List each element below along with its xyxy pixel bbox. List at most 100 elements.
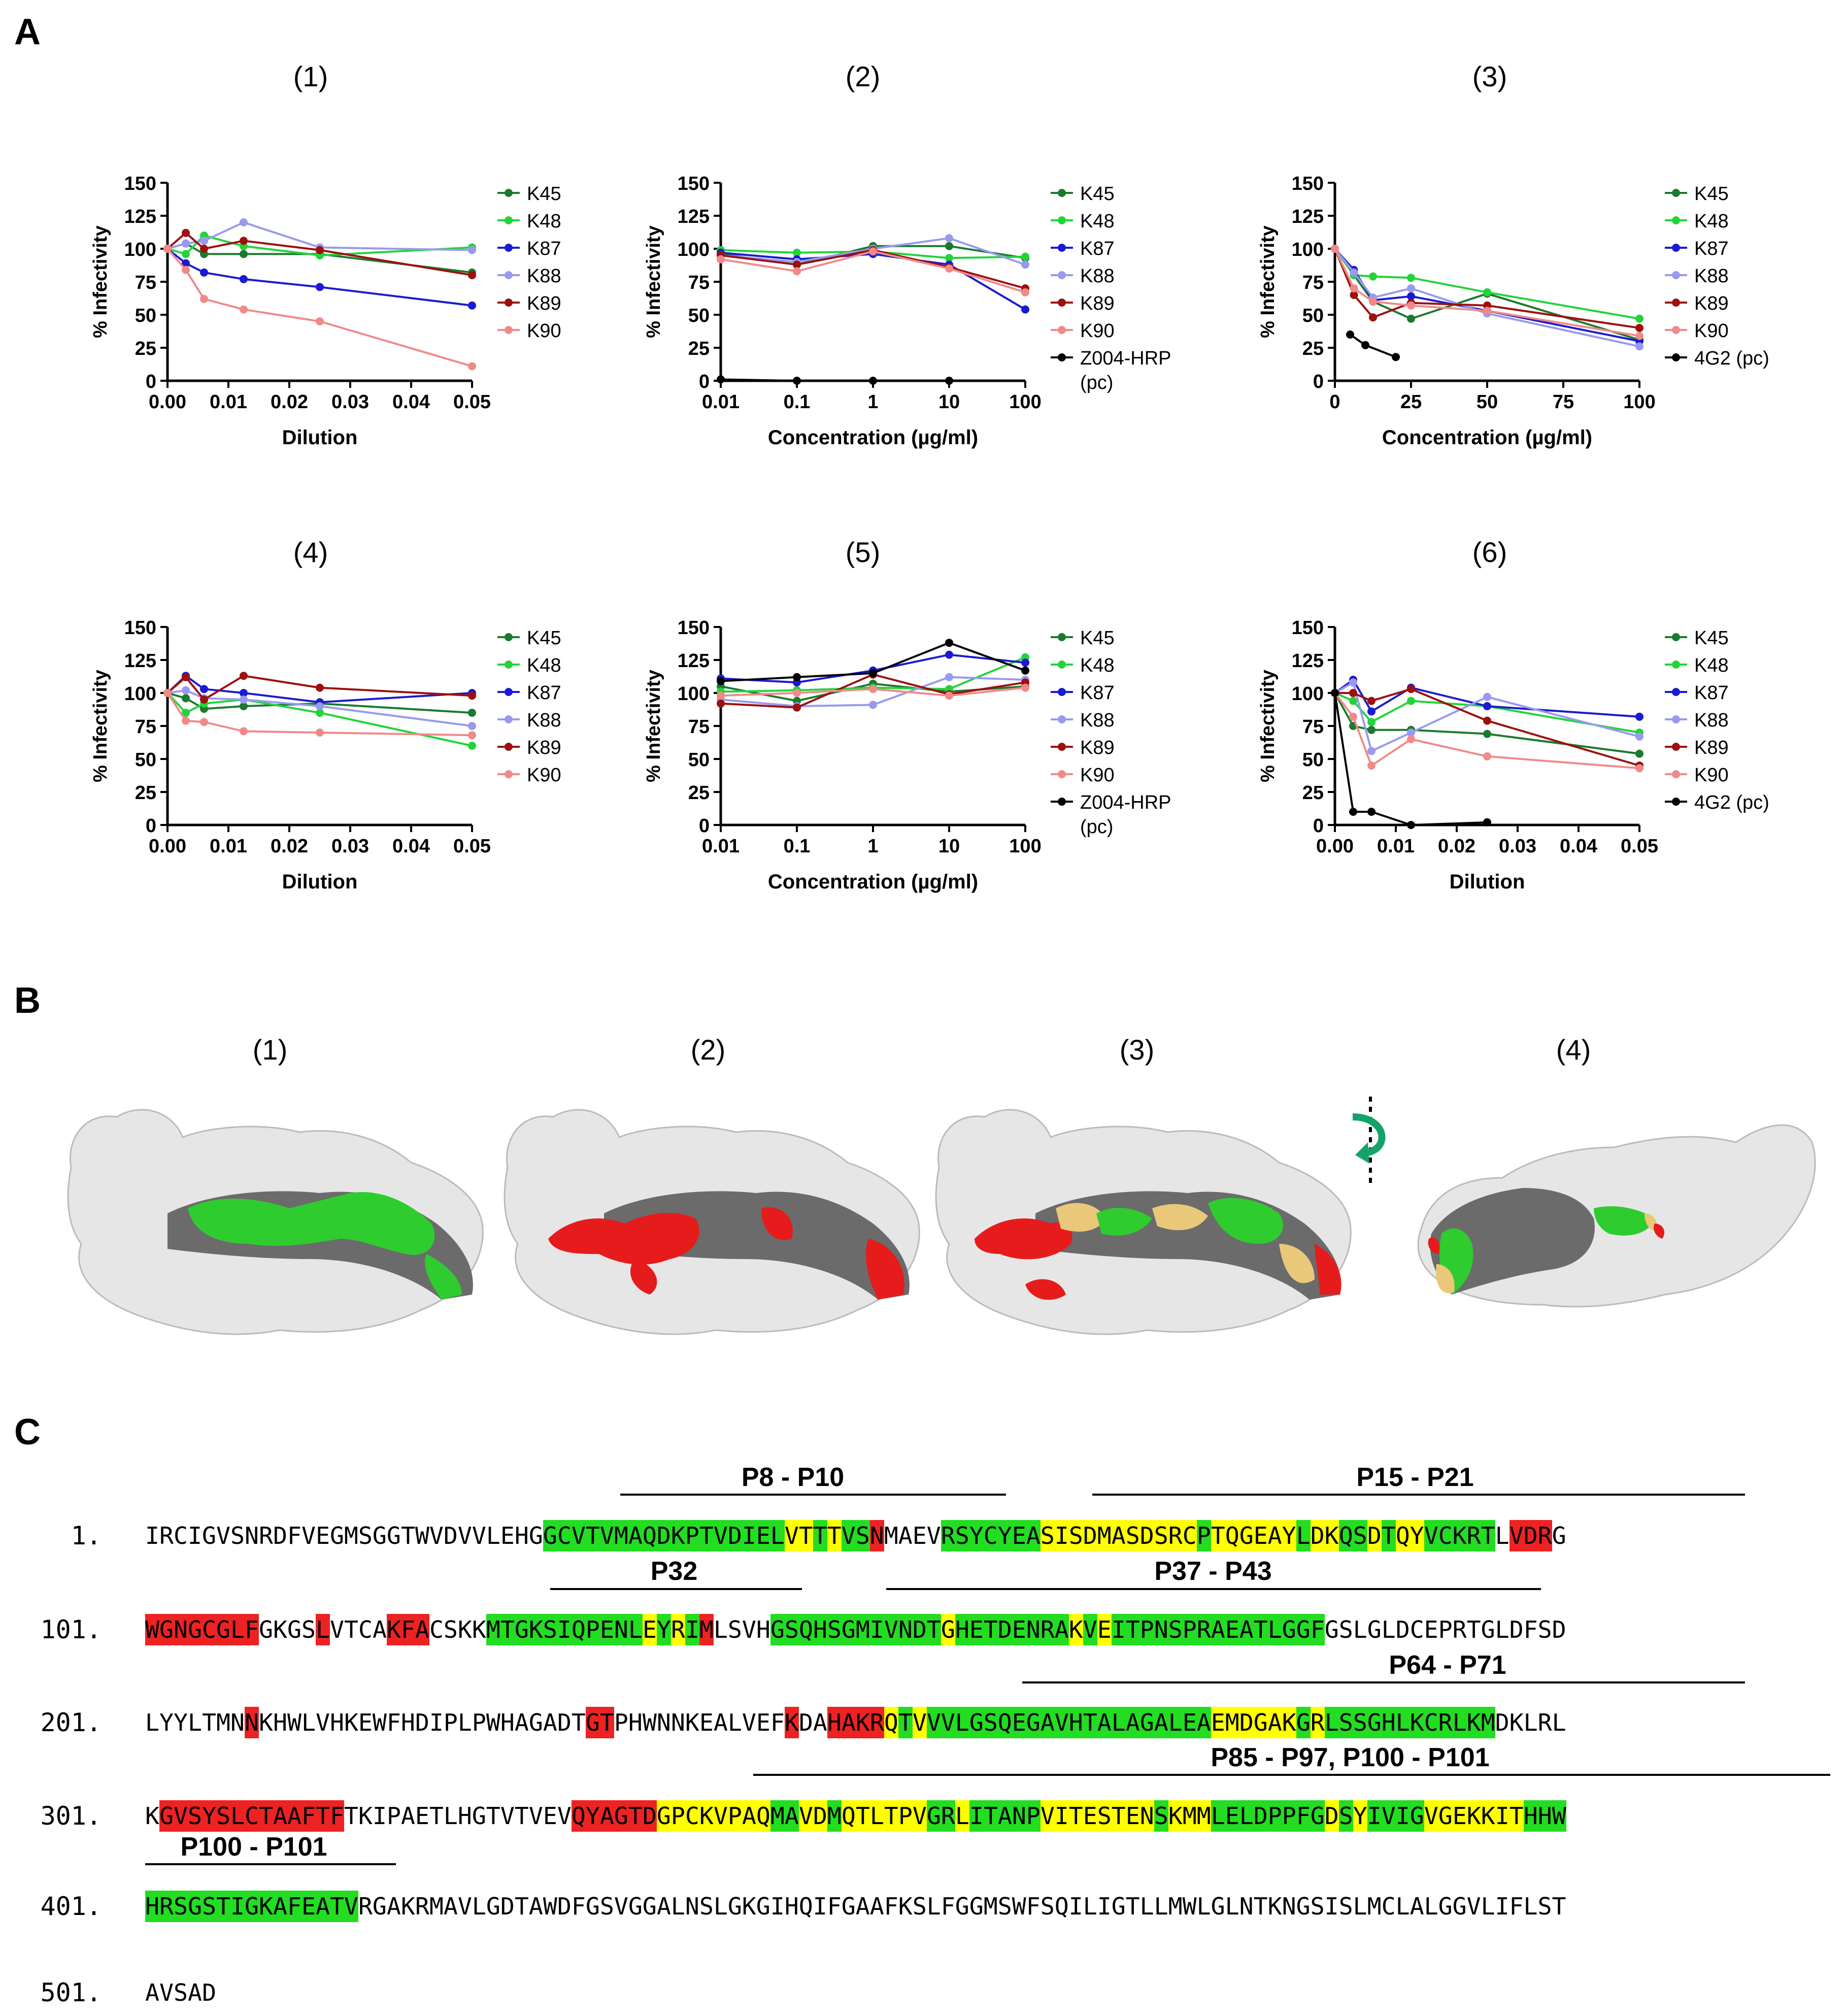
residue-green: QS xyxy=(1338,1520,1367,1551)
legend-label: K90 xyxy=(1694,320,1729,342)
data-point xyxy=(1369,313,1377,322)
chart-5: 0 25 50 75 100 125 150 0.01 0.1 1 10 100 Concentrati… xyxy=(643,617,1171,893)
legend-marker xyxy=(1672,633,1680,641)
y-tick-label: 75 xyxy=(688,272,710,293)
data-point xyxy=(1635,324,1643,332)
residue-yellow: E xyxy=(642,1614,657,1645)
data-point xyxy=(182,259,190,268)
peptide-span-line xyxy=(753,1774,1830,1776)
data-point xyxy=(717,691,725,700)
residue-red: GVSYSLCTAAFTF xyxy=(159,1800,344,1832)
data-point xyxy=(240,689,248,697)
legend-label: K48 xyxy=(1694,211,1729,232)
seq-line-number: 1. xyxy=(71,1521,102,1550)
data-point xyxy=(1407,274,1415,282)
data-point xyxy=(316,729,324,737)
y-tick-label: 125 xyxy=(124,650,156,672)
data-point xyxy=(1361,341,1369,349)
x-tick-label: 0.04 xyxy=(392,836,430,857)
peptide-label: P37 - P43 xyxy=(1154,1557,1272,1586)
data-point xyxy=(793,267,801,276)
residue-red: N xyxy=(869,1520,884,1551)
y-tick-label: 100 xyxy=(124,239,156,260)
data-point xyxy=(163,689,172,697)
x-tick-label: 0 xyxy=(1329,391,1340,413)
data-point xyxy=(1483,307,1491,315)
y-tick-label: 125 xyxy=(1292,650,1324,672)
legend-label: K89 xyxy=(1694,737,1729,758)
legend-label: K90 xyxy=(1694,765,1729,786)
data-point xyxy=(1349,697,1357,705)
residue-yellow: VGEKKIT xyxy=(1424,1800,1524,1832)
y-tick-label: 50 xyxy=(1302,749,1324,771)
y-axis-label: % Infectivity xyxy=(90,670,111,782)
y-tick-label: 125 xyxy=(678,206,710,227)
data-point xyxy=(717,255,725,263)
x-tick-label: 50 xyxy=(1477,391,1498,413)
y-tick-label: 25 xyxy=(688,782,710,804)
residue-green: ITANP xyxy=(969,1800,1041,1832)
peptide-span-line xyxy=(145,1863,396,1865)
residue-red: K xyxy=(784,1707,799,1738)
data-point xyxy=(1483,818,1491,827)
residue-green: VCKRT xyxy=(1424,1520,1495,1551)
data-point xyxy=(717,677,725,685)
data-point xyxy=(316,283,324,291)
residue-yellow: L xyxy=(955,1800,969,1832)
data-point xyxy=(182,239,190,248)
sequence-line: IRCIGVSNRDFVEGMSGGTWVDVVLEHGGCVTVMAQDKPT… xyxy=(145,1518,1566,1554)
residue-plain: CSKK xyxy=(429,1616,486,1643)
data-point xyxy=(945,650,953,659)
x-tick-label: 0.03 xyxy=(331,391,369,413)
y-tick-label: 100 xyxy=(1292,683,1324,705)
legend-marker xyxy=(1672,715,1680,723)
residue-plain: RGAKRMAVLGDTAWDFGSVGGALNSLGKGIHQIFGAAFKS… xyxy=(358,1893,1566,1920)
data-point xyxy=(1367,725,1376,734)
residue-yellow: KMM xyxy=(1168,1800,1211,1832)
data-point xyxy=(200,718,208,726)
legend-label: K89 xyxy=(527,293,561,314)
legend-marker xyxy=(1058,216,1066,224)
residue-red: HAKR xyxy=(827,1707,884,1738)
residue-plain: K xyxy=(145,1802,159,1830)
y-tick-label: 100 xyxy=(678,683,710,705)
residue-yellow: T xyxy=(827,1520,842,1551)
legend-marker xyxy=(1058,715,1066,723)
peptide-span-line xyxy=(620,1494,1006,1496)
panel-label-c: C xyxy=(14,1412,41,1452)
residue-plain: AVSAD xyxy=(145,1979,216,2006)
y-axis-label: % Infectivity xyxy=(643,225,664,338)
data-point xyxy=(182,716,190,725)
legend-label: K87 xyxy=(1080,682,1115,704)
data-point xyxy=(1635,342,1643,351)
legend-label: K90 xyxy=(527,765,561,786)
residue-green: P xyxy=(1196,1520,1211,1551)
data-point xyxy=(1331,245,1339,253)
residue-plain: DA xyxy=(798,1709,827,1736)
data-point xyxy=(182,686,190,695)
protein-surface-4 xyxy=(1417,1124,1816,1308)
legend-marker xyxy=(1058,688,1066,696)
legend-marker xyxy=(1058,798,1066,806)
legend-marker xyxy=(1058,660,1066,669)
residue-plain: TKIPAETLHGTVTVEV xyxy=(344,1802,572,1830)
x-tick-label: 0.01 xyxy=(1377,836,1415,857)
data-point xyxy=(1021,288,1029,296)
legend-label: K45 xyxy=(1694,183,1729,205)
data-point xyxy=(1350,291,1358,299)
legend-label: K45 xyxy=(1080,183,1115,205)
y-tick-label: 50 xyxy=(135,749,156,771)
residue-yellow: EMDGAK xyxy=(1211,1707,1296,1738)
y-tick-label: 125 xyxy=(678,650,710,672)
data-point xyxy=(945,234,953,243)
x-tick-label: 0.03 xyxy=(1499,836,1536,857)
legend-label-suffix: (pc) xyxy=(1080,816,1113,838)
data-point xyxy=(200,294,208,303)
data-point xyxy=(240,727,248,736)
legend-label: K89 xyxy=(527,737,561,758)
y-axis-label: % Infectivity xyxy=(1257,225,1279,338)
x-tick-label: 0.05 xyxy=(1621,836,1658,857)
y-tick-label: 75 xyxy=(135,272,156,293)
legend-marker xyxy=(505,244,513,252)
data-point xyxy=(945,254,953,262)
